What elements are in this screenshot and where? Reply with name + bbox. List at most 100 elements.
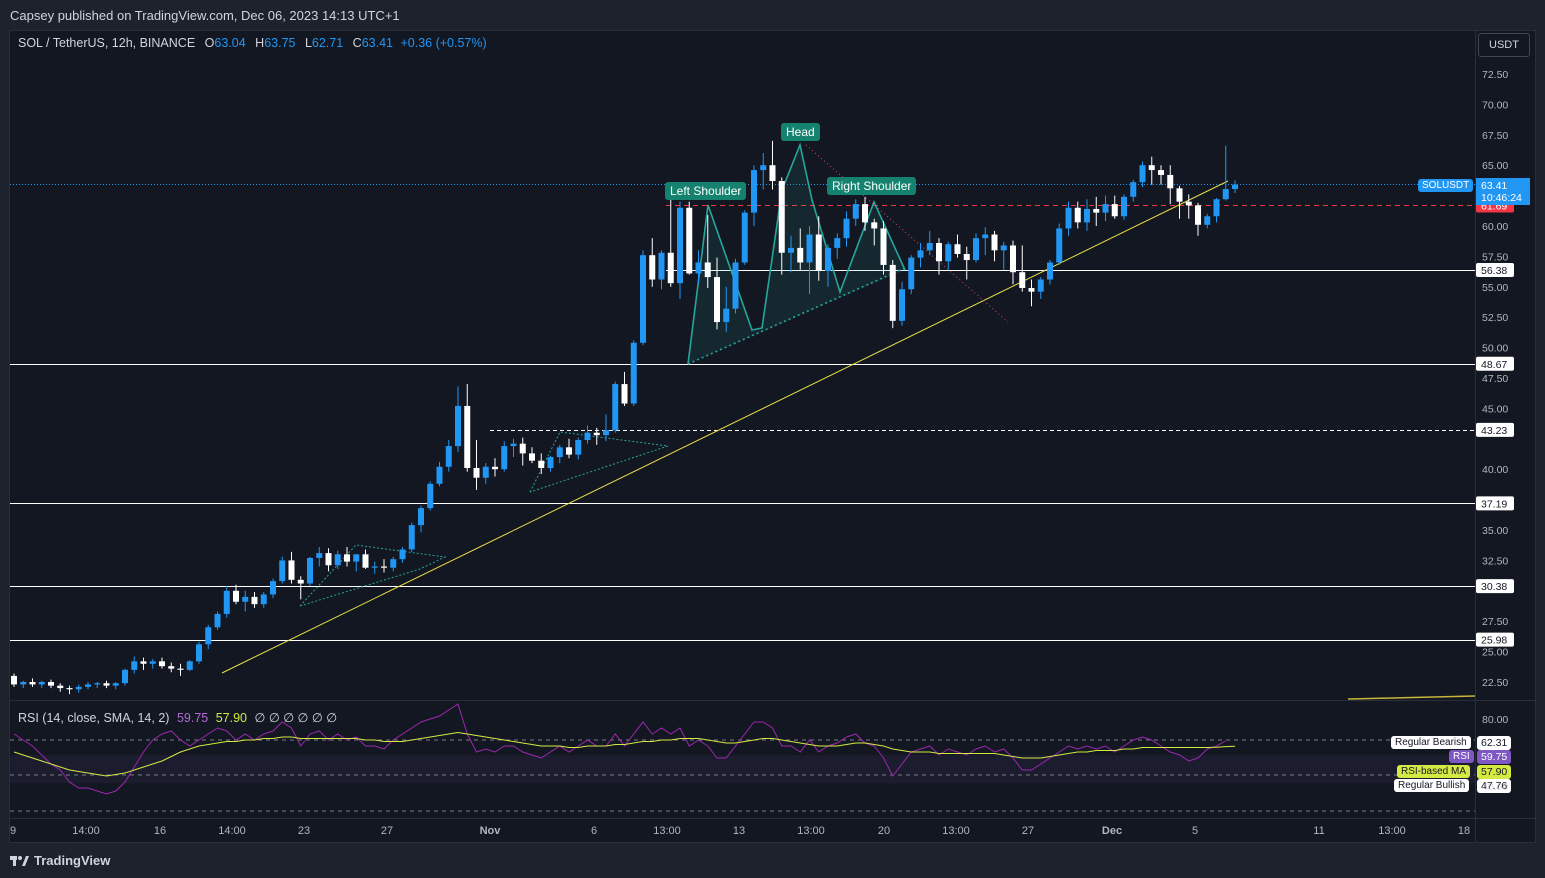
- candle-body: [260, 594, 267, 605]
- candle-body: [1139, 165, 1146, 183]
- y-tick-label: 47.50: [1482, 373, 1508, 385]
- candle-body: [131, 661, 138, 670]
- x-tick-label: 13:00: [1378, 825, 1406, 837]
- x-tick-label: 14:00: [218, 825, 246, 837]
- regular-bullish-label: Regular Bullish: [1394, 779, 1470, 792]
- candle-body: [94, 683, 101, 685]
- candle-body: [741, 212, 748, 263]
- x-tick-label: 6: [591, 825, 597, 837]
- candle-body: [399, 549, 406, 560]
- candle-body: [1111, 204, 1118, 217]
- rsi-ma-label: RSI-based MA: [1397, 765, 1471, 778]
- candle-body: [362, 554, 369, 568]
- candle-body: [1232, 184, 1238, 190]
- candle-body: [1176, 188, 1183, 202]
- target-projection: [805, 144, 1009, 323]
- rsi-upper-value: 62.31: [1477, 736, 1512, 750]
- candle-body: [889, 264, 896, 321]
- candle-body: [538, 460, 545, 468]
- x-tick-label: 27: [381, 825, 393, 837]
- candle-body: [575, 440, 582, 455]
- rsi-title[interactable]: RSI (14, close, SMA, 14, 2): [18, 711, 170, 725]
- candle-body: [945, 244, 952, 262]
- candle-body: [677, 207, 683, 284]
- candle-body: [1065, 207, 1072, 229]
- x-tick-label: 13: [733, 825, 745, 837]
- rsi-axis-80: 80.00: [1482, 714, 1509, 726]
- y-tick-label: 22.50: [1482, 677, 1508, 689]
- candle-body: [233, 590, 239, 602]
- candle-body: [686, 207, 693, 274]
- currency-button[interactable]: USDT: [1478, 33, 1530, 57]
- candle-body: [390, 559, 397, 568]
- x-tick-label: 13:00: [942, 825, 970, 837]
- candle-body: [325, 553, 332, 566]
- candle-body: [251, 596, 258, 605]
- rsi-band: [10, 755, 1475, 784]
- close-value: 63.41: [361, 36, 393, 50]
- y-tick-label: 57.50: [1482, 251, 1508, 263]
- candle-body: [973, 238, 979, 261]
- candle-body: [667, 252, 674, 284]
- candle-body: [75, 686, 82, 690]
- candle-body: [926, 243, 933, 251]
- rsi-legend-value: 59.75: [176, 711, 209, 725]
- candle-body: [381, 566, 387, 568]
- candle-body: [371, 566, 378, 568]
- y-tick-label: 35.00: [1482, 525, 1508, 537]
- candle-body: [344, 554, 350, 562]
- low-value: 62.71: [311, 36, 344, 50]
- rsi-ma-legend-value: 57.90: [215, 711, 247, 725]
- candle-body: [704, 262, 711, 278]
- x-tick-label: Dec: [1102, 825, 1122, 837]
- rsi-lower-value: 47.76: [1477, 779, 1512, 793]
- candle-body: [140, 661, 147, 664]
- candle-body: [66, 688, 73, 690]
- candle-body: [1158, 170, 1164, 175]
- candle-body: [936, 243, 942, 262]
- candle-body: [871, 222, 878, 229]
- candle-body: [103, 683, 110, 686]
- candle-body: [1204, 216, 1211, 225]
- candle-body: [584, 432, 591, 441]
- y-tick-label: 45.00: [1482, 403, 1508, 415]
- candle-body: [1000, 245, 1007, 251]
- candle-body: [760, 165, 767, 171]
- close-label: C: [352, 36, 362, 50]
- head-label[interactable]: Head: [781, 123, 820, 141]
- candle-body: [825, 247, 831, 271]
- candle-body: [427, 483, 434, 509]
- candle-body: [418, 508, 424, 526]
- candle-body: [1028, 288, 1035, 292]
- symbol-label[interactable]: SOL / TetherUS, 12h, BINANCE: [18, 36, 196, 50]
- candle-body: [353, 554, 360, 562]
- candle-body: [852, 204, 859, 219]
- candle-body: [122, 669, 128, 684]
- x-tick-label: 23: [298, 825, 310, 837]
- y-tick-label: 40.00: [1482, 464, 1508, 476]
- chart-frame[interactable]: [9, 30, 1536, 843]
- right-shoulder-label[interactable]: Right Shoulder: [827, 177, 917, 195]
- candle-body: [307, 557, 313, 584]
- candle-body: [186, 661, 193, 670]
- rsi-ma-line: [13, 731, 1236, 777]
- candle-body: [1010, 245, 1016, 273]
- rsi-label: RSI: [1449, 750, 1474, 763]
- left-shoulder-label[interactable]: Left Shoulder: [665, 182, 747, 200]
- candle-body: [649, 255, 656, 280]
- candle-body: [455, 405, 461, 447]
- y-tick-label: 27.50: [1482, 616, 1508, 628]
- candle-body: [963, 253, 970, 261]
- y-tick-label: 52.50: [1482, 312, 1508, 324]
- x-tick-label: 14:00: [72, 825, 100, 837]
- open-label: O: [204, 36, 215, 50]
- candle-body: [751, 170, 757, 213]
- x-tick-label: 11: [1313, 825, 1324, 837]
- candle-body: [445, 446, 452, 467]
- x-tick-label: 27: [1022, 825, 1034, 837]
- triangle-pattern-2: [529, 431, 669, 493]
- candle-body: [547, 457, 554, 468]
- level-tag: [1476, 496, 1514, 511]
- candle-body: [908, 257, 915, 290]
